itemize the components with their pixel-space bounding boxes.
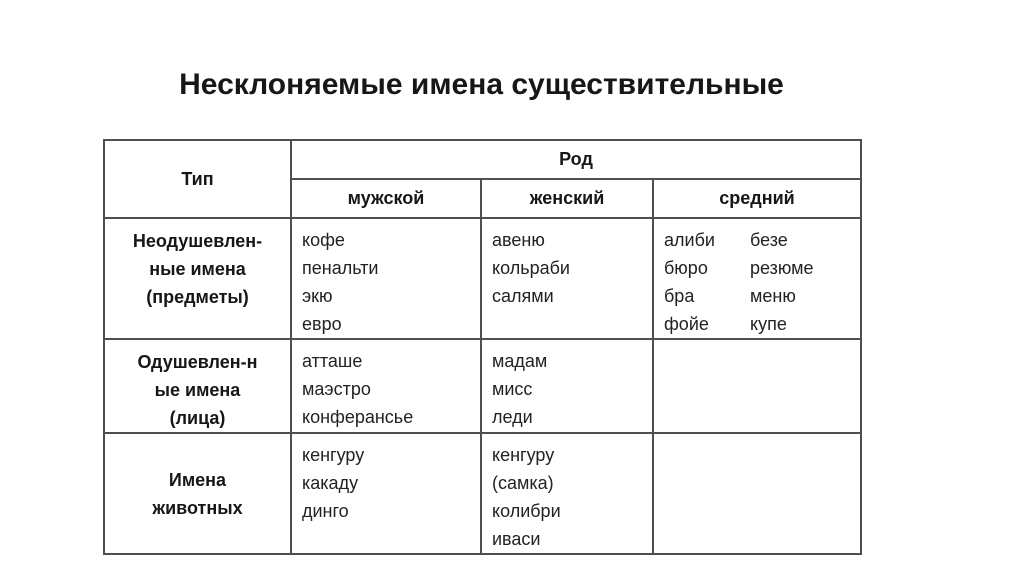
- text-line: (самка): [492, 473, 554, 493]
- text-line: леди: [492, 407, 533, 427]
- header-row-genders: мужской женский средний: [104, 178, 863, 219]
- cell-animals-neuter: [651, 432, 863, 555]
- text-line: кольраби: [492, 258, 570, 278]
- table-row-animate: Одушевлен-н ые имена (лица) атташе маэстро к…: [103, 338, 863, 434]
- text-line: Одушевлен-н: [137, 352, 258, 372]
- text-line: бра: [664, 286, 695, 306]
- text-line: мадам: [492, 351, 548, 371]
- table-row-inanimate: Неодушевлен-ные имена (предметы) кофе пена…: [103, 217, 863, 340]
- text-line: какаду: [302, 473, 359, 493]
- text-line: динго: [302, 501, 349, 521]
- cell-animate-neuter: [651, 338, 863, 434]
- text-line: Имена: [168, 469, 227, 490]
- text-line: мисс: [492, 379, 533, 399]
- text-line: иваси: [492, 529, 541, 549]
- text-line: кенгуру: [492, 445, 555, 465]
- cell-inanimate-masculine: кофе пенальти экю евро: [290, 217, 482, 340]
- text-line: ные имена: [149, 259, 246, 279]
- text-line: атташе: [302, 351, 363, 371]
- text-line: бюро: [664, 258, 708, 278]
- text-line: купе: [750, 314, 787, 334]
- text-line: (предметы): [146, 287, 249, 307]
- text-line: безе: [750, 230, 788, 250]
- table-row-animals: Имена животных кенгуру какаду динго кенгуру…: [103, 432, 863, 555]
- text-line: колибри: [492, 501, 561, 521]
- text-line: евро: [302, 314, 342, 334]
- text-line: экю: [302, 286, 333, 306]
- text-line: резюме: [750, 258, 814, 278]
- text-line: Неодушевлен-: [132, 231, 263, 251]
- row-type-animate: Одушевлен-н ые имена (лица): [103, 338, 292, 434]
- text-line: фойе: [664, 314, 709, 334]
- cell-animate-feminine: мадам мисс леди: [480, 338, 654, 434]
- header-row-top: Тип Род: [103, 139, 863, 219]
- column-header-gender-group: Род: [289, 139, 863, 180]
- cell-inanimate-neuter: алиби бюро бра фойе безе резюме меню купе: [651, 217, 863, 340]
- text-line: алиби: [664, 230, 715, 250]
- column-header-masculine: мужской: [290, 178, 482, 219]
- text-line: (лица): [169, 408, 226, 428]
- neuter-words-right: безе резюме меню купе: [750, 226, 854, 338]
- text-line: кенгуру: [302, 445, 365, 465]
- text-line: салями: [492, 286, 554, 306]
- neuter-word-columns: алиби бюро бра фойе безе резюме меню купе: [664, 226, 854, 338]
- page-title: Несклоняемые имена существительные: [179, 68, 784, 101]
- text-line: ые имена: [154, 380, 241, 400]
- column-header-neuter: средний: [651, 178, 863, 219]
- text-line: авеню: [492, 230, 545, 250]
- indeclinable-nouns-table: Тип Род мужской женский средний Неодушев…: [103, 139, 863, 555]
- column-header-type: Тип: [103, 139, 292, 219]
- row-type-animals: Имена животных: [103, 432, 292, 555]
- slide-content: Несклоняемые имена существительные Тип Р…: [103, 68, 863, 555]
- text-line: маэстро: [302, 379, 371, 399]
- cell-animate-masculine: атташе маэстро конферансье: [290, 338, 482, 434]
- text-line: конферансье: [302, 407, 414, 427]
- cell-animals-feminine: кенгуру (самка) колибри иваси: [480, 432, 654, 555]
- neuter-words-left: алиби бюро бра фойе: [664, 226, 750, 338]
- text-line: животных: [152, 497, 243, 518]
- column-header-feminine: женский: [480, 178, 654, 219]
- text-line: меню: [750, 286, 796, 306]
- cell-animals-masculine: кенгуру какаду динго: [290, 432, 482, 555]
- row-type-inanimate: Неодушевлен-ные имена (предметы): [103, 217, 292, 340]
- text-line: пенальти: [302, 258, 379, 278]
- cell-inanimate-feminine: авеню кольраби салями: [480, 217, 654, 340]
- text-line: кофе: [302, 230, 345, 250]
